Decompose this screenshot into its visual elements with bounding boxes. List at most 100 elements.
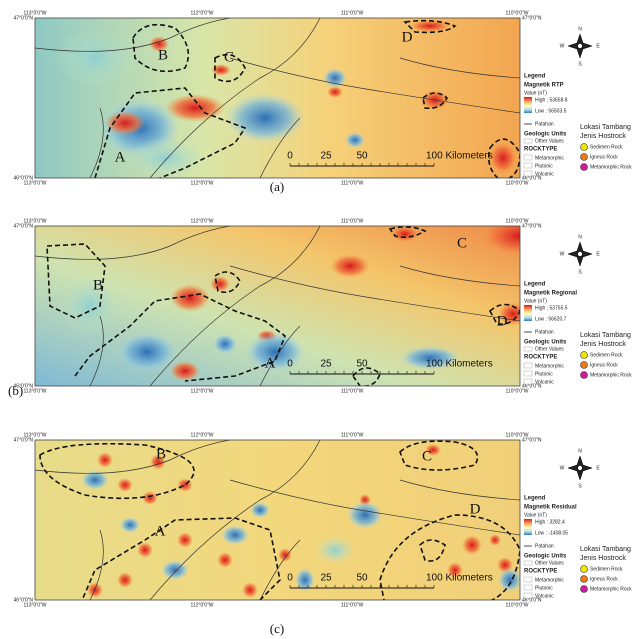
scale-label: 0 xyxy=(287,573,293,584)
rock-swatch xyxy=(524,585,532,590)
legend-title: Magnetik Regional xyxy=(524,291,577,297)
legend-value: Value (nT) xyxy=(524,512,547,518)
compass-label: S xyxy=(578,269,582,275)
legend-other: Other Values xyxy=(535,346,564,352)
compass-center xyxy=(578,252,583,257)
lon-label: 112°0'0"W xyxy=(191,180,214,186)
hostrock-label: Metamorphic Rock xyxy=(590,164,632,170)
compass-label: W xyxy=(560,251,565,257)
map-panel: 113°0'0"W113°0'0"W112°0'0"W112°0'0"W111°… xyxy=(14,432,633,608)
lat-label: 46°0'0"N xyxy=(14,175,34,181)
compass-label: E xyxy=(596,465,600,471)
legend-other: Other Values xyxy=(535,138,564,144)
legend-low: Low : 56503.5 xyxy=(535,108,567,114)
anomaly xyxy=(137,542,153,558)
anomaly xyxy=(177,478,193,492)
legend-rock: Volcanic xyxy=(535,379,554,385)
color-ramp xyxy=(524,519,532,535)
mine-title: Lokasi Tambang xyxy=(580,124,631,131)
anomaly xyxy=(278,548,292,562)
lat-label: 46°0'0"N xyxy=(14,597,34,603)
color-ramp xyxy=(524,97,532,113)
rock-swatch xyxy=(524,171,532,176)
legend-other: Other Values xyxy=(535,560,564,566)
compass-label: W xyxy=(560,43,565,49)
lat-label: 47°0'0"N xyxy=(14,223,34,229)
anomaly xyxy=(345,132,365,148)
legend-high: High : 53755.5 xyxy=(535,305,568,311)
anomaly xyxy=(125,138,205,178)
compass-label: E xyxy=(596,251,600,257)
hostrock-label: Sedimen Rock xyxy=(590,352,623,358)
rock-swatch xyxy=(524,155,532,160)
legend-rock: Plutonic xyxy=(535,585,553,591)
legend-rock: Plutonic xyxy=(535,163,553,169)
scale-label: 0 xyxy=(287,151,293,162)
other-swatch xyxy=(524,561,532,565)
scale-label: 50 xyxy=(356,151,368,162)
anomaly xyxy=(87,582,103,598)
rock-swatch xyxy=(524,163,532,168)
lon-label: 112°0'0"W xyxy=(191,388,214,394)
compass-label: S xyxy=(578,483,582,489)
mine-subtitle: Jenis Hostrock xyxy=(580,341,626,348)
hostrock-label: Sedimen Rock xyxy=(590,144,623,150)
rock-swatch xyxy=(524,363,532,368)
scale-label: 50 xyxy=(356,573,368,584)
compass-center xyxy=(578,466,583,471)
scale-label: 25 xyxy=(320,359,332,370)
hostrock-symbol xyxy=(581,352,588,359)
anomaly xyxy=(142,491,158,505)
region-label: C xyxy=(457,235,467,251)
anomaly xyxy=(177,532,193,548)
hostrock-symbol xyxy=(581,576,588,583)
legend-rock: Metamorphic xyxy=(535,155,564,161)
legend-fault: Patahan xyxy=(535,329,554,335)
other-swatch xyxy=(524,139,532,143)
legend-geo: Geologic Units xyxy=(524,340,567,346)
anomaly xyxy=(498,568,522,592)
region-label: B xyxy=(156,446,166,462)
figure: 113°0'0"W113°0'0"W112°0'0"W112°0'0"W111°… xyxy=(0,0,635,639)
legend-rock: Metamorphic xyxy=(535,363,564,369)
rock-swatch xyxy=(524,379,532,384)
hostrock-symbol xyxy=(581,566,588,573)
lon-label: 112°0'0"W xyxy=(191,432,214,438)
other-swatch xyxy=(524,347,532,351)
lat-label: 47°0'0"N xyxy=(522,223,542,229)
legend-heading: Legend xyxy=(524,496,546,502)
compass-label: E xyxy=(596,43,600,49)
lon-label: 111°0'0"W xyxy=(341,602,364,608)
lat-label: 47°0'0"N xyxy=(522,15,542,21)
lon-label: 111°0'0"W xyxy=(341,10,364,16)
legend-rocktype: ROCKTYPE xyxy=(524,147,557,153)
legend-high: High : 3282.4 xyxy=(535,519,565,525)
legend-geo: Geologic Units xyxy=(524,554,567,560)
scale-label: 0 xyxy=(287,359,293,370)
anomaly xyxy=(410,20,450,32)
region-label: B xyxy=(93,277,103,293)
mine-title: Lokasi Tambang xyxy=(580,332,631,339)
compass-label: W xyxy=(560,465,565,471)
mine-subtitle: Jenis Hostrock xyxy=(580,133,626,140)
anomaly xyxy=(213,334,237,354)
legend-title: Magnetik Residual xyxy=(524,505,577,511)
legend-rock: Volcanic xyxy=(535,593,554,599)
anomaly xyxy=(161,560,189,580)
scale-label: 100 Kilometers xyxy=(426,151,493,162)
lat-label: 47°0'0"N xyxy=(14,437,34,443)
region-label: A xyxy=(265,355,276,371)
panel-caption: (b) xyxy=(8,383,23,398)
hostrock-symbol xyxy=(581,362,588,369)
anomaly xyxy=(117,332,177,372)
hostrock-label: Sedimen Rock xyxy=(590,566,623,572)
rock-swatch xyxy=(524,577,532,582)
region-label: C xyxy=(224,49,234,65)
hostrock-label: Igneus Rock xyxy=(590,576,618,582)
legend-heading: Legend xyxy=(524,74,546,80)
legend-rock: Volcanic xyxy=(535,171,554,177)
legend-heading: Legend xyxy=(524,282,546,288)
anomaly xyxy=(60,276,120,336)
anomaly xyxy=(97,452,113,468)
legend-rocktype: ROCKTYPE xyxy=(524,569,557,575)
